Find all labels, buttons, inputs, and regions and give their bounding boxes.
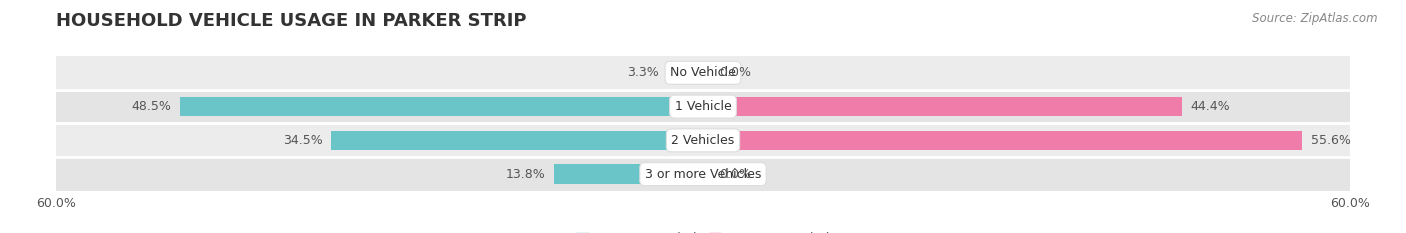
Text: Source: ZipAtlas.com: Source: ZipAtlas.com: [1253, 12, 1378, 25]
Text: 13.8%: 13.8%: [506, 168, 546, 181]
Text: 48.5%: 48.5%: [132, 100, 172, 113]
Text: 0.0%: 0.0%: [720, 168, 751, 181]
Bar: [668, 63, 703, 83]
Text: HOUSEHOLD VEHICLE USAGE IN PARKER STRIP: HOUSEHOLD VEHICLE USAGE IN PARKER STRIP: [56, 12, 527, 30]
Legend: Owner-occupied, Renter-occupied: Owner-occupied, Renter-occupied: [571, 227, 835, 233]
Bar: [56, 90, 1350, 123]
Text: 34.5%: 34.5%: [283, 134, 322, 147]
Bar: [554, 164, 703, 184]
Text: 1 Vehicle: 1 Vehicle: [675, 100, 731, 113]
Text: 0.0%: 0.0%: [720, 66, 751, 79]
Bar: [703, 63, 714, 83]
Bar: [332, 130, 703, 150]
Bar: [703, 164, 714, 184]
Text: No Vehicle: No Vehicle: [671, 66, 735, 79]
Text: 2 Vehicles: 2 Vehicles: [672, 134, 734, 147]
Bar: [703, 97, 1181, 116]
Text: 55.6%: 55.6%: [1310, 134, 1351, 147]
Bar: [180, 97, 703, 116]
Bar: [56, 157, 1350, 191]
Text: 3.3%: 3.3%: [627, 66, 659, 79]
Text: 3 or more Vehicles: 3 or more Vehicles: [645, 168, 761, 181]
Bar: [703, 130, 1302, 150]
Bar: [56, 56, 1350, 90]
Text: 44.4%: 44.4%: [1191, 100, 1230, 113]
Bar: [56, 123, 1350, 157]
